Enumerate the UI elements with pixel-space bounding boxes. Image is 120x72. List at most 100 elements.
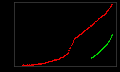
- Point: [105, 44, 107, 45]
- Point: [98, 51, 100, 52]
- Point: [86, 27, 88, 29]
- Point: [42, 62, 44, 64]
- Point: [32, 63, 34, 64]
- Point: [111, 33, 113, 34]
- Point: [82, 31, 84, 32]
- Point: [27, 64, 29, 65]
- Point: [92, 56, 93, 57]
- Point: [93, 22, 95, 23]
- Point: [93, 55, 95, 56]
- Point: [28, 64, 30, 65]
- Point: [72, 42, 74, 43]
- Point: [38, 63, 40, 64]
- Point: [104, 13, 106, 15]
- Point: [36, 63, 38, 65]
- Point: [56, 59, 58, 60]
- Point: [87, 27, 89, 29]
- Point: [96, 53, 98, 54]
- Point: [107, 8, 109, 9]
- Point: [108, 39, 110, 40]
- Point: [90, 57, 92, 58]
- Point: [97, 52, 99, 53]
- Point: [66, 53, 68, 55]
- Point: [97, 52, 99, 53]
- Point: [48, 61, 50, 62]
- Point: [103, 14, 105, 15]
- Point: [101, 15, 103, 16]
- Point: [58, 58, 60, 59]
- Point: [53, 59, 55, 60]
- Point: [31, 64, 33, 65]
- Point: [108, 41, 109, 42]
- Point: [35, 63, 37, 65]
- Point: [71, 42, 73, 43]
- Point: [85, 29, 87, 30]
- Point: [73, 39, 75, 40]
- Point: [103, 46, 105, 47]
- Point: [43, 62, 45, 64]
- Point: [69, 47, 71, 48]
- Point: [103, 46, 105, 47]
- Point: [72, 40, 74, 41]
- Point: [111, 3, 112, 5]
- Point: [105, 11, 107, 12]
- Point: [63, 55, 65, 56]
- Point: [111, 3, 113, 4]
- Point: [102, 47, 104, 49]
- Point: [111, 35, 113, 36]
- Point: [76, 36, 78, 37]
- Point: [99, 50, 101, 51]
- Point: [101, 48, 103, 49]
- Point: [54, 59, 55, 60]
- Point: [85, 29, 87, 30]
- Point: [99, 49, 101, 50]
- Point: [74, 37, 76, 38]
- Point: [93, 22, 95, 23]
- Point: [88, 26, 90, 27]
- Point: [77, 35, 78, 36]
- Point: [50, 60, 52, 61]
- Point: [84, 30, 86, 31]
- Point: [95, 20, 97, 21]
- Point: [105, 44, 107, 46]
- Point: [92, 23, 94, 24]
- Point: [52, 60, 54, 61]
- Point: [67, 51, 69, 52]
- Point: [69, 47, 71, 49]
- Point: [79, 33, 81, 34]
- Point: [108, 40, 110, 41]
- Point: [47, 61, 49, 62]
- Point: [101, 16, 102, 17]
- Point: [39, 63, 41, 64]
- Point: [63, 55, 64, 57]
- Point: [106, 43, 108, 44]
- Point: [92, 56, 94, 57]
- Point: [94, 55, 96, 56]
- Point: [102, 47, 104, 48]
- Point: [25, 64, 27, 65]
- Point: [90, 25, 92, 26]
- Point: [70, 45, 72, 46]
- Point: [58, 58, 60, 59]
- Point: [101, 15, 103, 16]
- Point: [75, 36, 77, 37]
- Point: [110, 35, 112, 36]
- Point: [106, 43, 108, 44]
- Point: [23, 64, 25, 65]
- Point: [95, 53, 97, 55]
- Point: [107, 9, 109, 10]
- Point: [102, 14, 104, 15]
- Point: [34, 63, 36, 64]
- Point: [109, 6, 111, 7]
- Point: [49, 61, 51, 62]
- Point: [29, 64, 31, 65]
- Point: [60, 57, 62, 58]
- Point: [94, 55, 96, 56]
- Point: [54, 59, 56, 60]
- Point: [61, 57, 63, 58]
- Point: [82, 32, 84, 33]
- Point: [78, 34, 80, 35]
- Point: [45, 61, 47, 62]
- Point: [108, 7, 110, 8]
- Point: [29, 64, 31, 65]
